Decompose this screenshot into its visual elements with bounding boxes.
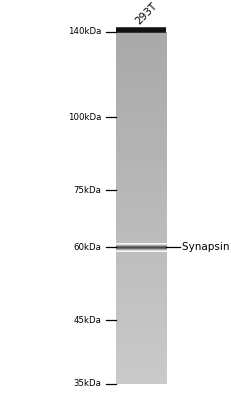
Text: 293T: 293T xyxy=(134,0,159,26)
Text: Synapsin II: Synapsin II xyxy=(182,242,231,252)
Text: 60kDa: 60kDa xyxy=(74,243,102,252)
Text: 100kDa: 100kDa xyxy=(68,113,102,122)
Text: 45kDa: 45kDa xyxy=(74,316,102,325)
Text: 75kDa: 75kDa xyxy=(74,186,102,195)
Text: 35kDa: 35kDa xyxy=(74,380,102,388)
Text: 140kDa: 140kDa xyxy=(68,28,102,36)
